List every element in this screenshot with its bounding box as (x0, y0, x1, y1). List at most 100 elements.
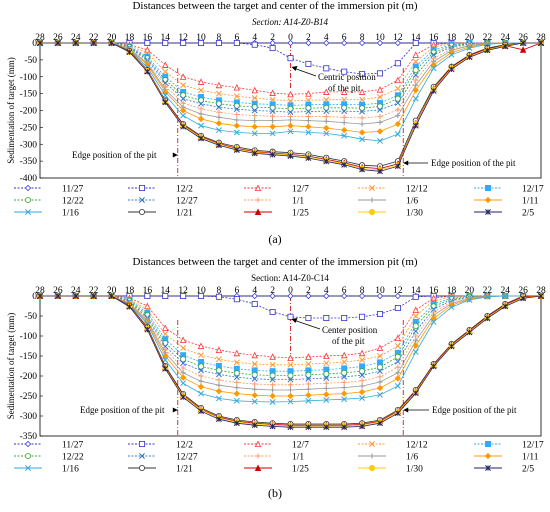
data-point (215, 395, 222, 402)
x-tick-label: 22 (483, 286, 493, 296)
data-point (323, 397, 330, 403)
data-point (394, 383, 401, 389)
data-point (323, 375, 330, 381)
data-point (358, 88, 366, 95)
data-point (144, 292, 151, 299)
data-point (144, 326, 151, 333)
data-point (233, 122, 240, 129)
data-point (394, 353, 401, 360)
legend-label: 1/6 (406, 453, 418, 463)
legend-marker (369, 441, 375, 447)
x-tick-label: 10 (196, 33, 206, 43)
legend-label: 12/12 (406, 441, 428, 451)
legend-marker (484, 196, 492, 204)
data-point (466, 329, 473, 336)
data-point (323, 108, 330, 115)
data-point (234, 111, 240, 118)
data-point (448, 66, 455, 73)
legend-item: 2/5 (474, 209, 534, 219)
data-point (233, 93, 240, 100)
data-point (269, 361, 276, 368)
data-point (412, 306, 419, 314)
data-point (287, 55, 294, 62)
data-point (198, 100, 204, 107)
data-point (198, 135, 204, 142)
data-point (108, 293, 115, 299)
data-point (198, 40, 205, 47)
data-point (162, 61, 169, 68)
data-point (323, 124, 330, 132)
data-point (287, 90, 294, 98)
data-point (341, 120, 347, 126)
data-point (305, 155, 312, 162)
legend-label: 1/1 (292, 453, 304, 463)
x-tick-label: 12 (393, 286, 403, 296)
data-point (215, 104, 222, 111)
data-point (412, 313, 419, 319)
data-point (216, 109, 222, 115)
chart-panel-a: Distances between the target and center … (6, 0, 546, 246)
data-point (108, 40, 115, 46)
data-point (215, 90, 222, 97)
legend-item: 12/22 (14, 453, 84, 463)
data-point (305, 371, 312, 378)
data-point (233, 359, 240, 366)
data-point (323, 380, 329, 386)
data-point (412, 67, 419, 74)
data-point (340, 351, 348, 359)
data-point (215, 356, 222, 363)
data-point (287, 128, 294, 135)
x-tick-label: 26 (53, 286, 63, 296)
legend-marker (139, 453, 145, 459)
data-point (376, 128, 384, 135)
x-tick-label: 18 (125, 33, 135, 43)
data-point (502, 293, 509, 299)
x-tick-label: 18 (125, 286, 135, 296)
x-tick-label: 28 (536, 33, 546, 43)
y-tick-label: -400 (20, 174, 38, 184)
data-point (251, 292, 258, 300)
series-line (40, 295, 541, 366)
data-point (215, 416, 222, 423)
x-tick-label: 0 (288, 33, 293, 43)
data-point (162, 99, 169, 106)
x-tick-label: 22 (89, 33, 99, 43)
data-point (341, 108, 348, 115)
legend-marker (138, 208, 145, 215)
data-point (359, 108, 366, 115)
data-point (251, 422, 258, 429)
data-point (323, 424, 330, 431)
data-point (270, 387, 276, 393)
y-tick-label: -50 (24, 312, 37, 322)
data-point (234, 379, 240, 385)
y-tick-label: -250 (20, 123, 38, 133)
y-axis-label: Sedimentation of target (mm) (6, 57, 16, 164)
legend-item: 1/30 (358, 209, 423, 219)
x-tick-label: 16 (429, 286, 439, 296)
data-point (233, 129, 240, 136)
legend-marker (138, 184, 145, 191)
data-point (198, 363, 205, 370)
legend-item: 1/16 (14, 465, 79, 475)
legend-marker (369, 453, 375, 459)
chart-panel-b: Distances between the target and center … (6, 256, 546, 500)
legend-marker (484, 440, 491, 447)
data-point (144, 46, 151, 53)
data-point (359, 71, 366, 78)
data-point (413, 77, 419, 83)
data-point (287, 376, 294, 383)
legend-label: 12/7 (292, 441, 309, 451)
data-point (341, 396, 348, 403)
legend-label: 12/2 (176, 185, 193, 195)
data-point (394, 85, 401, 92)
data-point (359, 166, 366, 173)
legend-label: 1/16 (62, 209, 79, 219)
data-point (287, 313, 294, 320)
data-point (90, 40, 97, 46)
data-point (198, 378, 204, 384)
data-point (394, 343, 401, 349)
data-point (341, 132, 348, 139)
data-point (413, 82, 419, 88)
data-point (394, 95, 401, 102)
x-tick-label: 6 (234, 33, 239, 43)
